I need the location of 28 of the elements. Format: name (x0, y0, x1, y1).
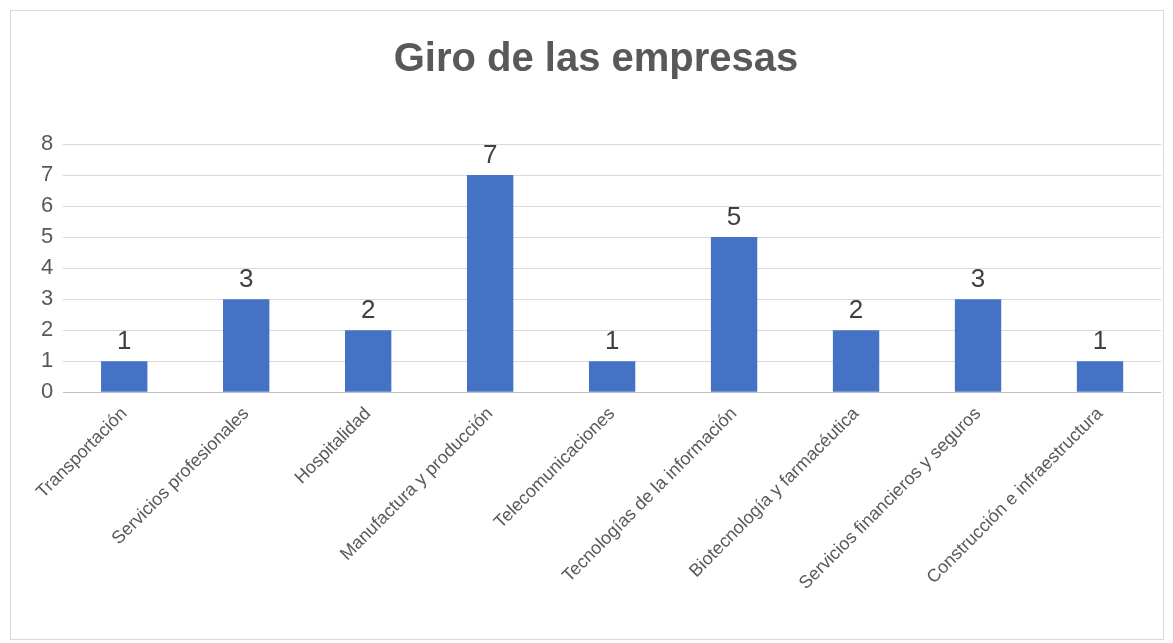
data-label: 1 (1092, 325, 1108, 356)
y-tick-label: 6 (40, 192, 54, 218)
bar (588, 361, 636, 392)
y-tick-label: 7 (40, 161, 54, 187)
bar (101, 361, 148, 392)
y-tick-label: 8 (40, 130, 54, 156)
bar (1076, 361, 1124, 392)
data-label: 1 (604, 325, 620, 356)
y-tick-label: 3 (40, 285, 54, 311)
y-tick-label: 5 (40, 223, 54, 249)
bar (832, 330, 880, 392)
data-label: 1 (116, 325, 132, 356)
data-label: 2 (848, 294, 864, 325)
data-label: 3 (970, 263, 986, 294)
bar (223, 299, 270, 392)
data-label: 7 (482, 139, 498, 170)
y-tick-label: 0 (40, 378, 54, 404)
bar (345, 330, 392, 392)
bar (710, 237, 758, 392)
data-label: 5 (726, 201, 742, 232)
bar (954, 299, 1002, 392)
bar (466, 175, 514, 392)
chart-title: Giro de las empresas (393, 35, 799, 80)
data-label: 2 (360, 294, 376, 325)
y-tick-label: 4 (40, 254, 54, 280)
y-tick-label: 1 (40, 347, 54, 373)
y-tick-label: 2 (40, 316, 54, 342)
data-label: 3 (238, 263, 254, 294)
